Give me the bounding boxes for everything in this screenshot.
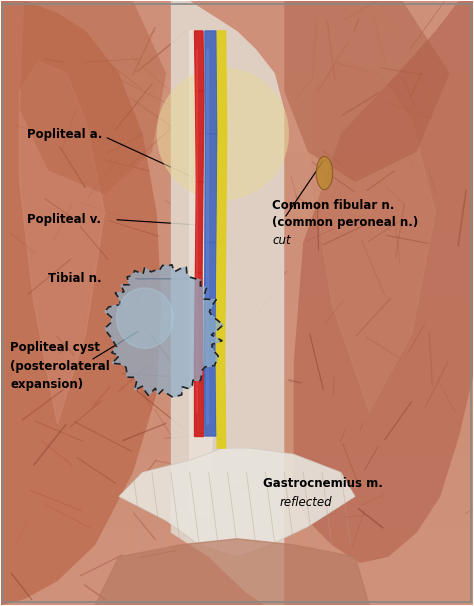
Bar [0,1,474,76]
Polygon shape [217,134,227,242]
Polygon shape [206,49,208,424]
Bar [0,303,474,379]
Polygon shape [190,31,218,514]
Polygon shape [95,539,369,605]
Polygon shape [19,61,105,424]
Polygon shape [195,182,203,273]
Polygon shape [119,448,355,557]
Text: Popliteal cyst: Popliteal cyst [10,341,100,355]
Text: Common fibular n.: Common fibular n. [273,199,395,212]
Polygon shape [196,49,197,412]
Text: Popliteal a.: Popliteal a. [27,128,102,141]
Polygon shape [204,242,216,351]
Polygon shape [194,31,204,92]
Polygon shape [284,1,450,182]
Text: (posterolateral: (posterolateral [10,359,110,373]
Text: Gastrocnemius m.: Gastrocnemius m. [263,478,383,490]
Polygon shape [216,351,226,448]
Text: Tibial n.: Tibial n. [48,272,101,285]
Polygon shape [313,61,436,412]
Bar [0,227,474,303]
Text: reflected: reflected [280,496,332,508]
Bar [0,454,474,530]
Bar [0,379,474,454]
Polygon shape [205,134,217,242]
Polygon shape [171,1,284,605]
Polygon shape [195,92,204,182]
Bar [0,152,474,227]
Polygon shape [217,31,227,134]
Ellipse shape [316,156,333,190]
Polygon shape [19,1,166,194]
Polygon shape [216,242,226,351]
Bar [0,530,474,605]
Text: Popliteal v.: Popliteal v. [27,213,100,226]
Polygon shape [117,288,173,348]
Polygon shape [205,31,217,134]
Bar [0,76,474,152]
Text: expansion): expansion) [10,378,83,391]
Ellipse shape [156,67,289,200]
Polygon shape [204,351,216,436]
Polygon shape [294,1,474,563]
Text: cut: cut [273,235,291,247]
Polygon shape [194,364,203,436]
Polygon shape [105,265,223,397]
Polygon shape [194,273,203,364]
Text: (common peroneal n.): (common peroneal n.) [273,216,419,229]
Polygon shape [0,1,161,605]
